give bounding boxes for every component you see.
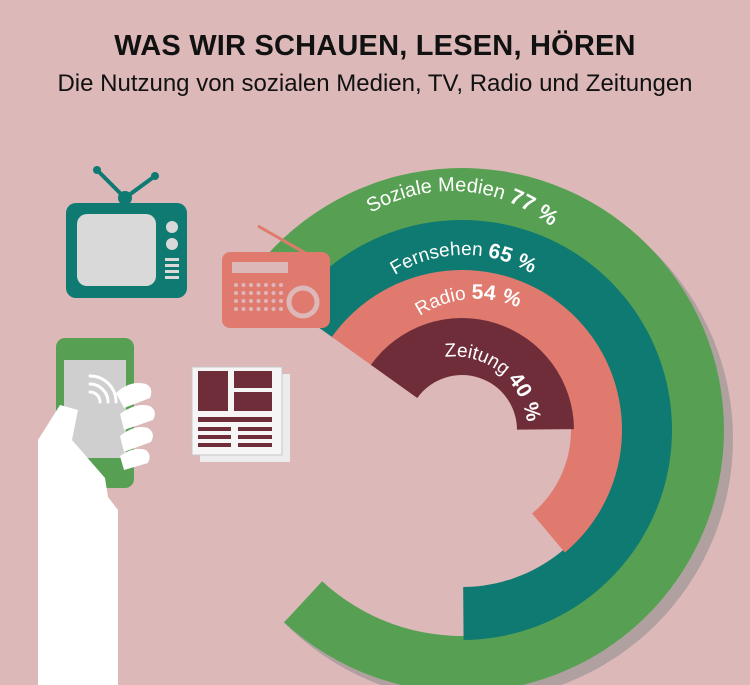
- speaker-dot: [241, 283, 246, 287]
- speaker-dot: [264, 291, 268, 295]
- bar-radio: [331, 270, 622, 553]
- speaker-dot: [264, 283, 268, 287]
- speaker-dot: [256, 291, 261, 295]
- speaker-dot: [256, 299, 261, 303]
- speaker-dot: [234, 283, 238, 287]
- speaker-dot: [271, 283, 276, 287]
- speaker-dot: [234, 291, 238, 295]
- bar-newspaper: [370, 318, 574, 430]
- radio-icon: [222, 224, 330, 328]
- smartphone-in-hand-icon: [38, 338, 155, 685]
- speaker-dot: [279, 307, 283, 311]
- speaker-dot: [256, 307, 261, 311]
- chart-title: WAS WIR SCHAUEN, LESEN, HÖREN: [114, 30, 636, 62]
- speaker-dot: [241, 299, 246, 303]
- speaker-dot: [241, 291, 246, 295]
- speaker-dot: [249, 307, 253, 311]
- speaker-dot: [279, 299, 283, 303]
- speaker-dot: [241, 307, 246, 311]
- speaker-dot: [249, 299, 253, 303]
- speaker-dot: [264, 299, 268, 303]
- speaker-dot: [264, 307, 268, 311]
- newspaper-icon: [191, 366, 290, 462]
- speaker-dot: [234, 299, 238, 303]
- speaker-dot: [271, 299, 276, 303]
- speaker-dot: [234, 307, 238, 311]
- speaker-dot: [249, 291, 253, 295]
- speaker-dot: [279, 283, 283, 287]
- chart-subtitle: Die Nutzung von sozialen Medien, TV, Rad…: [57, 70, 693, 97]
- speaker-dot: [249, 283, 253, 287]
- speaker-dot: [271, 291, 276, 295]
- speaker-dot: [279, 291, 283, 295]
- tv-icon: [66, 166, 187, 298]
- speaker-dot: [271, 307, 276, 311]
- radial-bars: [248, 168, 733, 685]
- speaker-dot: [256, 283, 261, 287]
